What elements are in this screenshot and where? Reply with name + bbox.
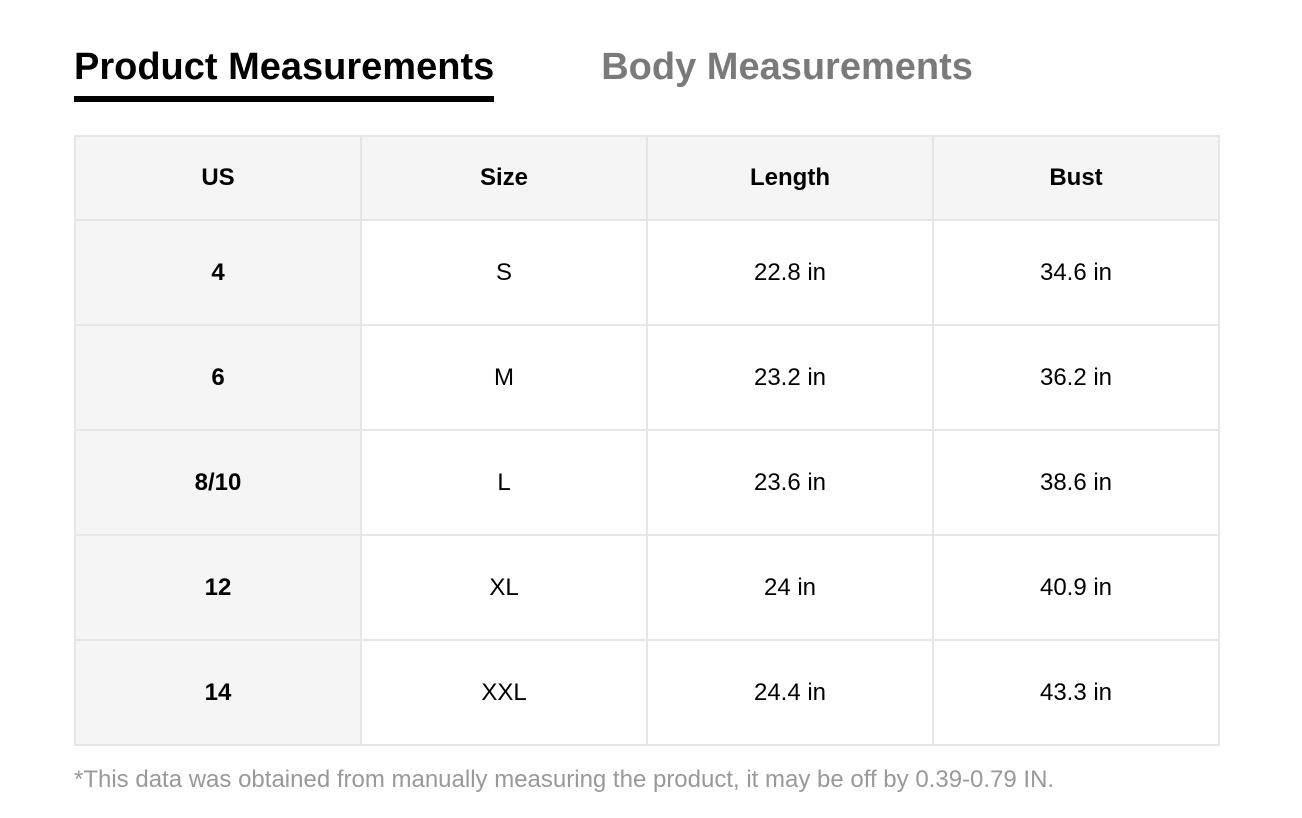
cell-length: 22.8 in [646, 219, 934, 326]
measurement-tabs: Product Measurements Body Measurements [74, 44, 973, 102]
cell-bust: 43.3 in [932, 639, 1220, 746]
cell-size: XL [360, 534, 648, 641]
tab-product-measurements[interactable]: Product Measurements [74, 44, 495, 102]
cell-us: 6 [74, 324, 362, 431]
measurement-disclaimer: *This data was obtained from manually me… [74, 766, 1055, 793]
table-row: 12 XL 24 in 40.9 in [74, 534, 1220, 641]
cell-us: 14 [74, 639, 362, 746]
header-size: Size [360, 135, 648, 221]
cell-length: 24.4 in [646, 639, 934, 746]
cell-bust: 36.2 in [932, 324, 1220, 431]
cell-us: 8/10 [74, 429, 362, 536]
cell-length: 23.6 in [646, 429, 934, 536]
cell-length: 23.2 in [646, 324, 934, 431]
header-us: US [74, 135, 362, 221]
table-row: 8/10 L 23.6 in 38.6 in [74, 429, 1220, 536]
cell-size: XXL [360, 639, 648, 746]
tab-body-measurements[interactable]: Body Measurements [601, 46, 973, 88]
header-bust: Bust [932, 135, 1220, 221]
table-row: 14 XXL 24.4 in 43.3 in [74, 639, 1220, 746]
table-header-row: US Size Length Bust [74, 135, 1220, 221]
cell-bust: 40.9 in [932, 534, 1220, 641]
cell-size: L [360, 429, 648, 536]
cell-size: S [360, 219, 648, 326]
cell-us: 12 [74, 534, 362, 641]
cell-length: 24 in [646, 534, 934, 641]
table-row: 6 M 23.2 in 36.2 in [74, 324, 1220, 431]
header-length: Length [646, 135, 934, 221]
cell-size: M [360, 324, 648, 431]
cell-bust: 38.6 in [932, 429, 1220, 536]
cell-us: 4 [74, 219, 362, 326]
table-row: 4 S 22.8 in 34.6 in [74, 219, 1220, 326]
size-table: US Size Length Bust 4 S 22.8 in 34.6 in 6 M 23… [74, 135, 1220, 746]
cell-bust: 34.6 in [932, 219, 1220, 326]
